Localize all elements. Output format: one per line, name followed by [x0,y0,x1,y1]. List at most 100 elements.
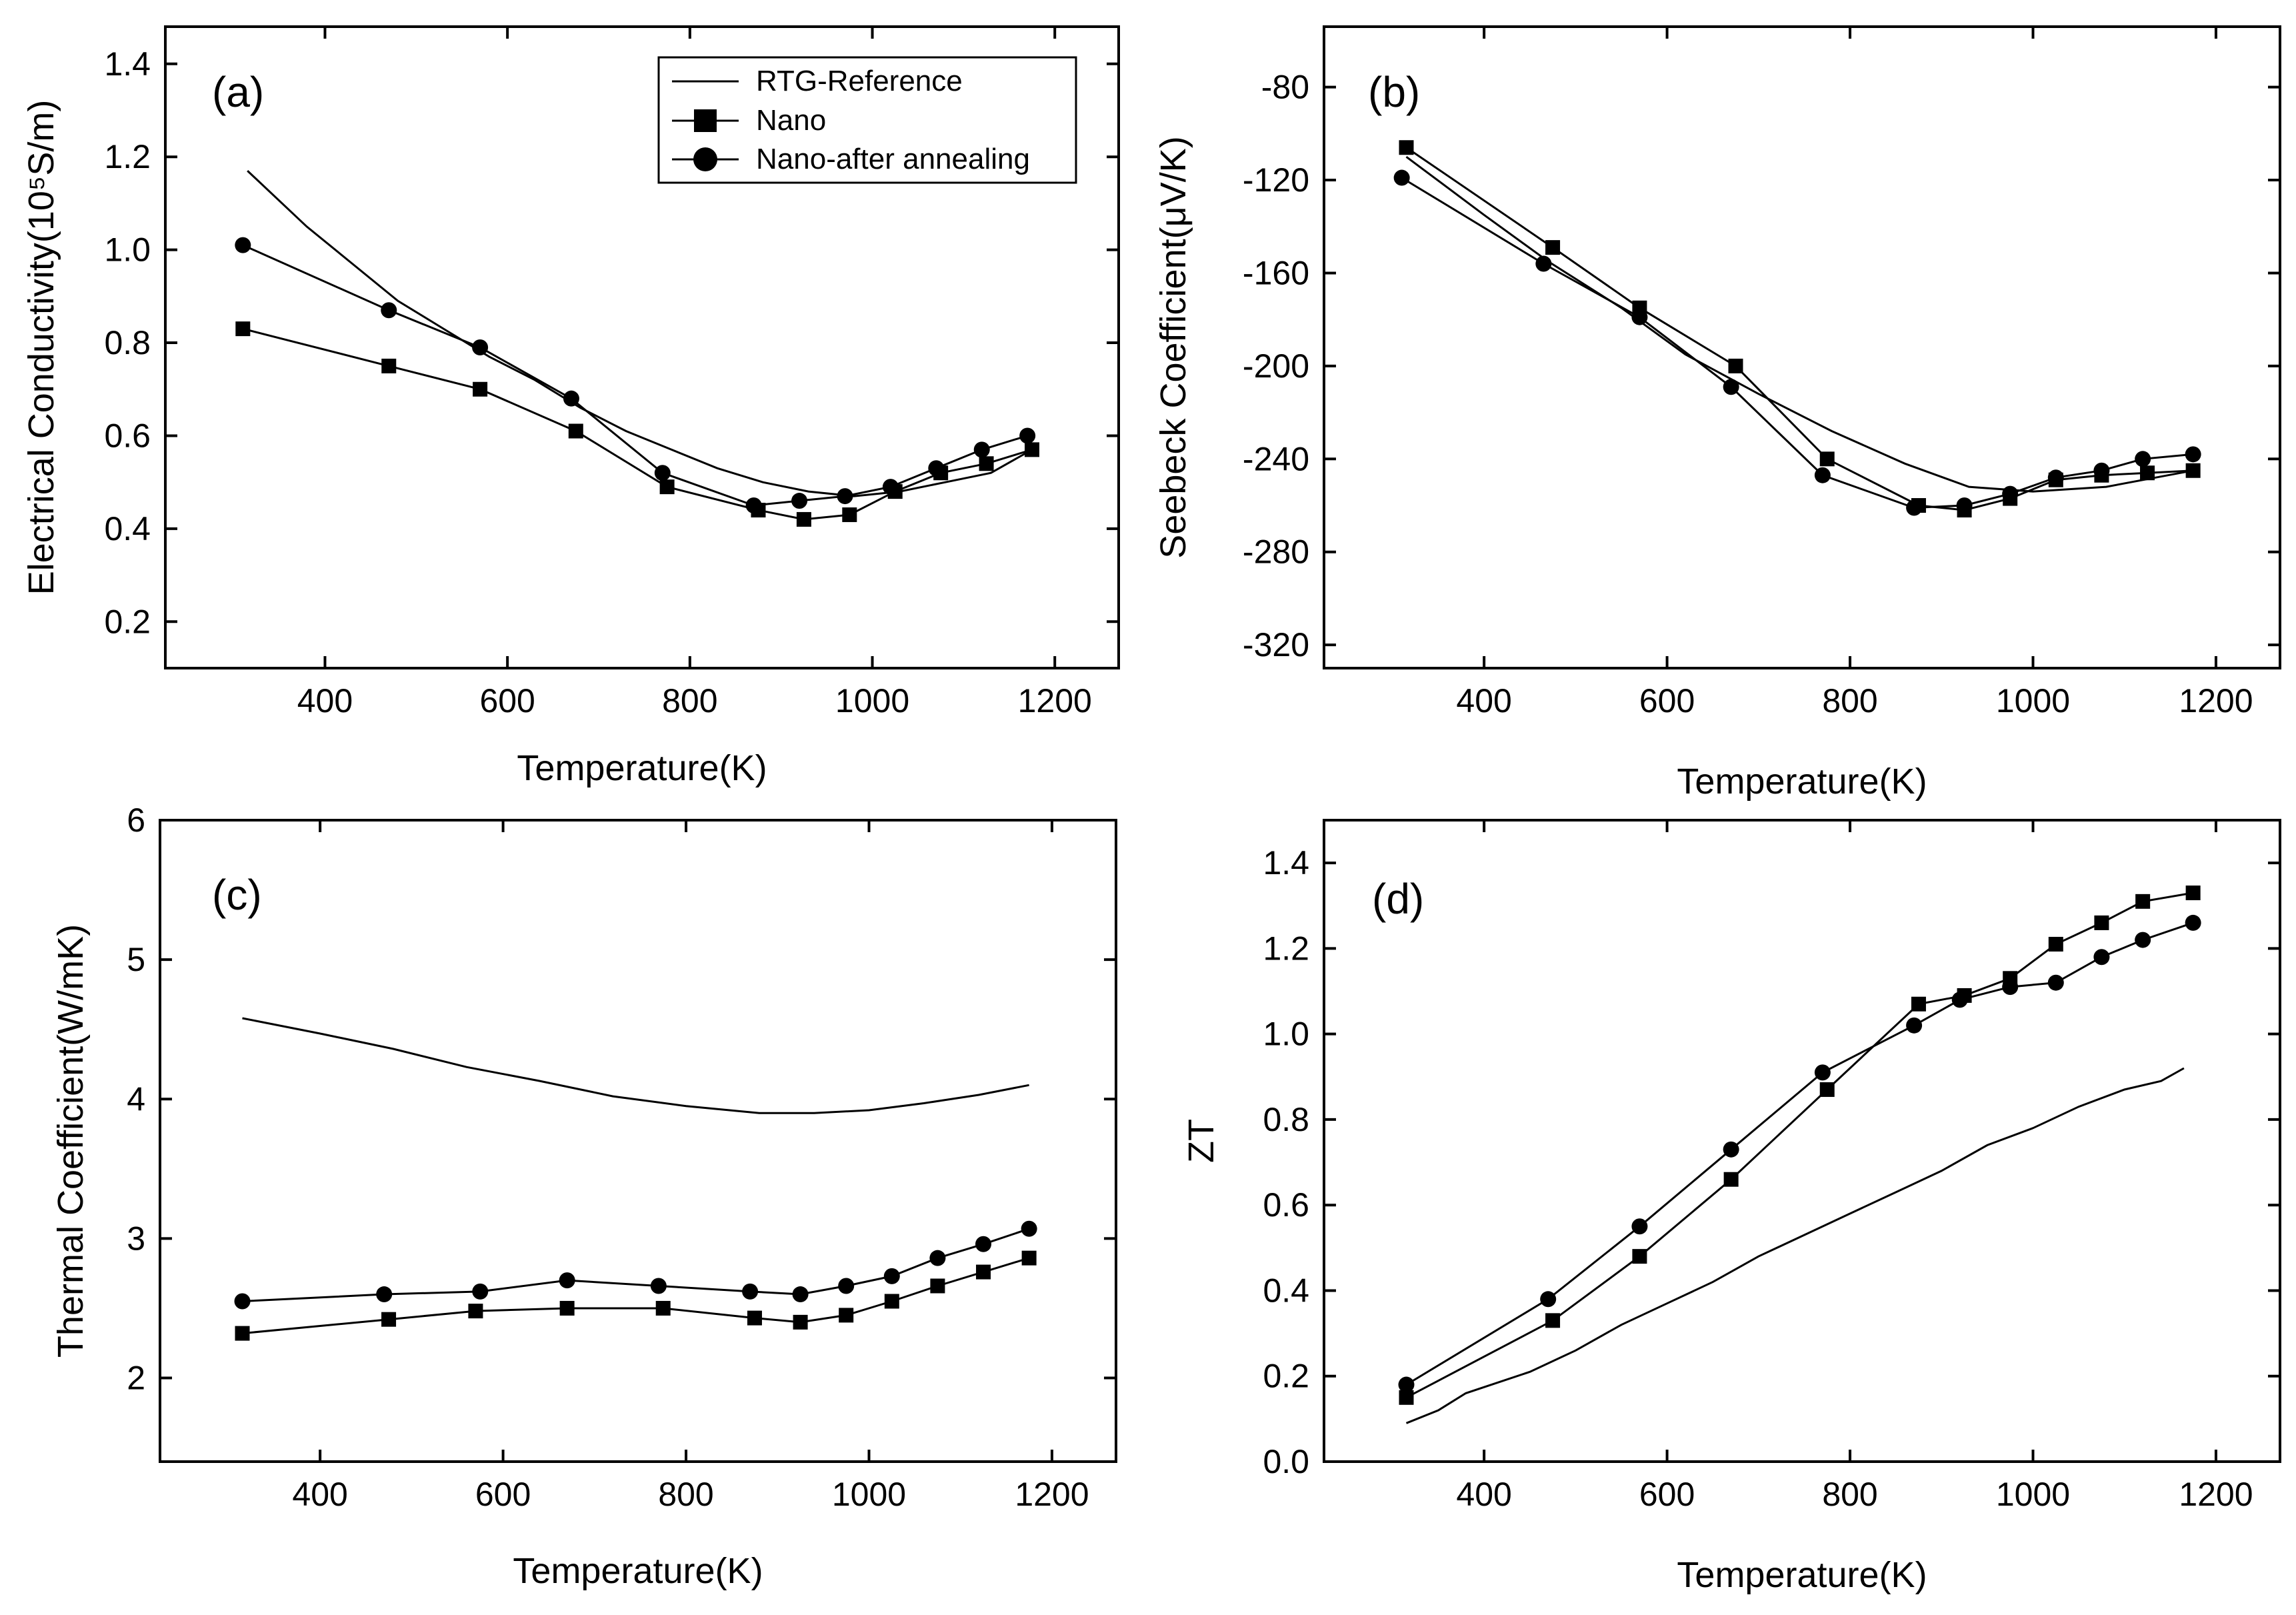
panel-a-point-nano [1025,442,1039,457]
panel-c-point-anneal [742,1283,759,1300]
panel-c-point-anneal [975,1236,992,1252]
panel-d-plot-frame [1323,819,2281,1463]
panel-b-y-tick-label: -80 [1261,69,1309,106]
panel-c-y-tick-label: 2 [127,1360,145,1397]
panel-b-point-nano [1819,451,1835,467]
panel-b-x-tick-label: 1000 [1996,682,2070,719]
panel-c-plot-frame [159,819,1117,1463]
panel-c-point-anneal [376,1286,393,1303]
panel-d-point-nano [2094,915,2109,930]
panel-d-y-tick-label: 0.2 [1263,1358,1309,1395]
panel-b-point-anneal [2135,451,2151,467]
panel-c-point-anneal [472,1283,489,1300]
panel-d-point-anneal [1540,1291,1557,1308]
panel-b-point-anneal [2047,469,2064,486]
panel-d-y-tick-label: 0.6 [1263,1186,1309,1224]
legend-label-nano: Nano [756,104,826,137]
panel-a-y-tick-label: 1.0 [104,231,151,269]
panel-c: 400 600 800 1000 1200 2 3 4 5 6 (c) Temperature(K… [51,801,1117,1591]
panel-a-point-anneal [882,479,899,495]
panel-d-point-anneal [2002,979,2019,996]
panel-c-point-anneal [650,1278,667,1294]
panel-a-point-nano [659,479,675,495]
panel-d-x-tick-label: 800 [1822,1476,1877,1513]
panel-d-point-anneal [2093,949,2110,966]
panel-b-point-anneal [1723,379,1739,395]
panel-c-x-tick-label: 400 [292,1476,347,1513]
panel-c-point-anneal [792,1286,809,1303]
panel-b-point-nano [1545,240,1561,255]
panel-b-x-tick-label: 400 [1456,682,1511,719]
panel-c-x-tick-label: 1200 [1015,1476,1089,1513]
panel-d-point-anneal [2185,914,2201,931]
panel-d-point-anneal [1723,1141,1739,1158]
panel-d-point-nano [1399,1390,1414,1405]
legend: RTG-Reference Nano Nano-after annealing [657,56,1077,184]
panel-b-y-axis-title: Seebeck Coefficient(μV/K) [1153,136,1193,558]
panel-b-y-tick-label: -240 [1243,440,1309,477]
panel-a-y-axis-title: Electrical Conductivity(10⁵S/m) [21,100,61,595]
panel-a-point-anneal [1019,427,1036,444]
panel-b-y-tick-label: -320 [1243,626,1309,663]
panel-b-point-anneal [2185,446,2201,463]
panel-c-y-tick-label: 4 [127,1080,145,1118]
panel-a-series [235,170,1039,527]
panel-d-point-nano [1723,1172,1739,1187]
panel-b-point-anneal [1535,255,1552,272]
panel-c-point-nano [1021,1250,1037,1266]
panel-a-y-tick-label: 0.4 [104,510,151,547]
panel-a-y-tick-label: 1.2 [104,138,151,175]
panel-c-x-axis-title: Temperature(K) [513,1551,763,1591]
panel-b-point-nano [1728,358,1743,373]
panel-b-line-anneal [1401,177,2193,509]
panel-c-point-nano [747,1310,762,1326]
panel-c-point-nano [793,1314,808,1330]
panel-b-y-tick-label: -160 [1243,254,1309,291]
panel-c-label: (c) [212,871,262,919]
panel-c-point-nano [884,1294,899,1309]
panel-d-line-ref [1405,1067,2185,1424]
panel-a-line-anneal [242,244,1028,507]
panel-c-y-tick-label: 3 [127,1220,145,1257]
panel-c-x-tick-label: 1000 [832,1476,906,1513]
panel-b-point-anneal [2093,462,2110,479]
panel-a-y-tick-label: 1.4 [104,45,151,83]
panel-d-point-nano [2135,894,2151,909]
panel-d-point-anneal [1906,1017,1923,1034]
panel-a-label: (a) [212,68,264,116]
panel-a-point-anneal [563,390,579,407]
panel-c-line-anneal [242,1228,1030,1302]
panel-a-point-nano [381,358,397,373]
panel-b-point-anneal [1814,467,1831,483]
panel-a-point-anneal [791,493,808,509]
panel-b-y-tick-label: -120 [1243,161,1309,199]
panel-c-y-tick-label: 5 [127,941,145,978]
legend-label-annealed: Nano-after annealing [756,143,1030,175]
panel-d: 400 600 800 1000 1200 0.0 0.2 0.4 0.6 0.8 1.0 1.2 1.… [1181,819,2281,1595]
panel-d-point-anneal [1398,1376,1415,1393]
panel-a-x-tick-label: 400 [297,682,353,719]
panel-d-y-tick-label: 0.0 [1263,1443,1309,1480]
panel-d-y-tick-label: 0.4 [1263,1272,1309,1309]
panel-a-point-anneal [973,441,990,458]
panel-a-point-nano [796,511,811,527]
panel-d-point-anneal [2135,932,2151,948]
panel-c-point-anneal [234,1293,251,1310]
panel-b-point-anneal [2002,485,2019,502]
panel-d-y-tick-label: 1.4 [1263,844,1309,882]
panel-d-y-tick-label: 1.2 [1263,930,1309,967]
panel-c-y-tick-label: 6 [127,801,145,839]
panel-a-x-axis-title: Temperature(K) [517,748,767,788]
panel-b-point-anneal [1956,497,1973,514]
panel-a-point-nano [979,456,994,471]
panel-d-point-anneal [1951,992,1968,1008]
panel-b-point-anneal [1393,169,1410,186]
panel-c-x-tick-label: 600 [475,1476,531,1513]
panel-c-point-anneal [883,1268,900,1284]
panel-c-series [234,1017,1037,1341]
panel-a-point-anneal [381,302,397,319]
panel-d-point-anneal [1814,1064,1831,1081]
panel-d-line-anneal [1405,922,2194,1386]
panel-b: 400 600 800 1000 1200 -320 -280 -240 -200 -160 -12… [1153,25,2281,801]
panel-b-x-axis-title: Temperature(K) [1677,761,1927,801]
